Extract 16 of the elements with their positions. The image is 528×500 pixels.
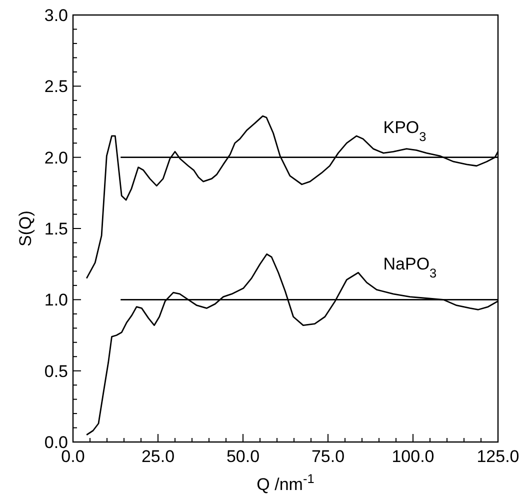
y-tick-label: 0.5 [44,362,68,381]
y-tick-label: 1.0 [44,290,68,310]
y-axis-title: S(Q) [16,210,35,246]
x-tick-label: 50.0 [226,447,260,466]
x-axis-title: Q /nm$^{-1}$ [256,470,314,494]
x-tick-label: 75.0 [311,447,345,466]
x-tick-label: 100.0 [392,447,434,466]
x-tick-label: 25.0 [141,447,175,466]
series-label: NaPO$_{3}$ [383,254,437,280]
y-tick-label: 2.5 [44,77,68,96]
y-tick-label: 3.0 [44,6,68,25]
x-tick-label: 0.0 [61,447,85,466]
x-tick-label: 125.0 [476,447,520,466]
y-tick-label: 2.0 [44,148,68,168]
series-label: KPO$_{3}$ [383,118,426,144]
y-tick-label: 1.5 [44,220,68,238]
